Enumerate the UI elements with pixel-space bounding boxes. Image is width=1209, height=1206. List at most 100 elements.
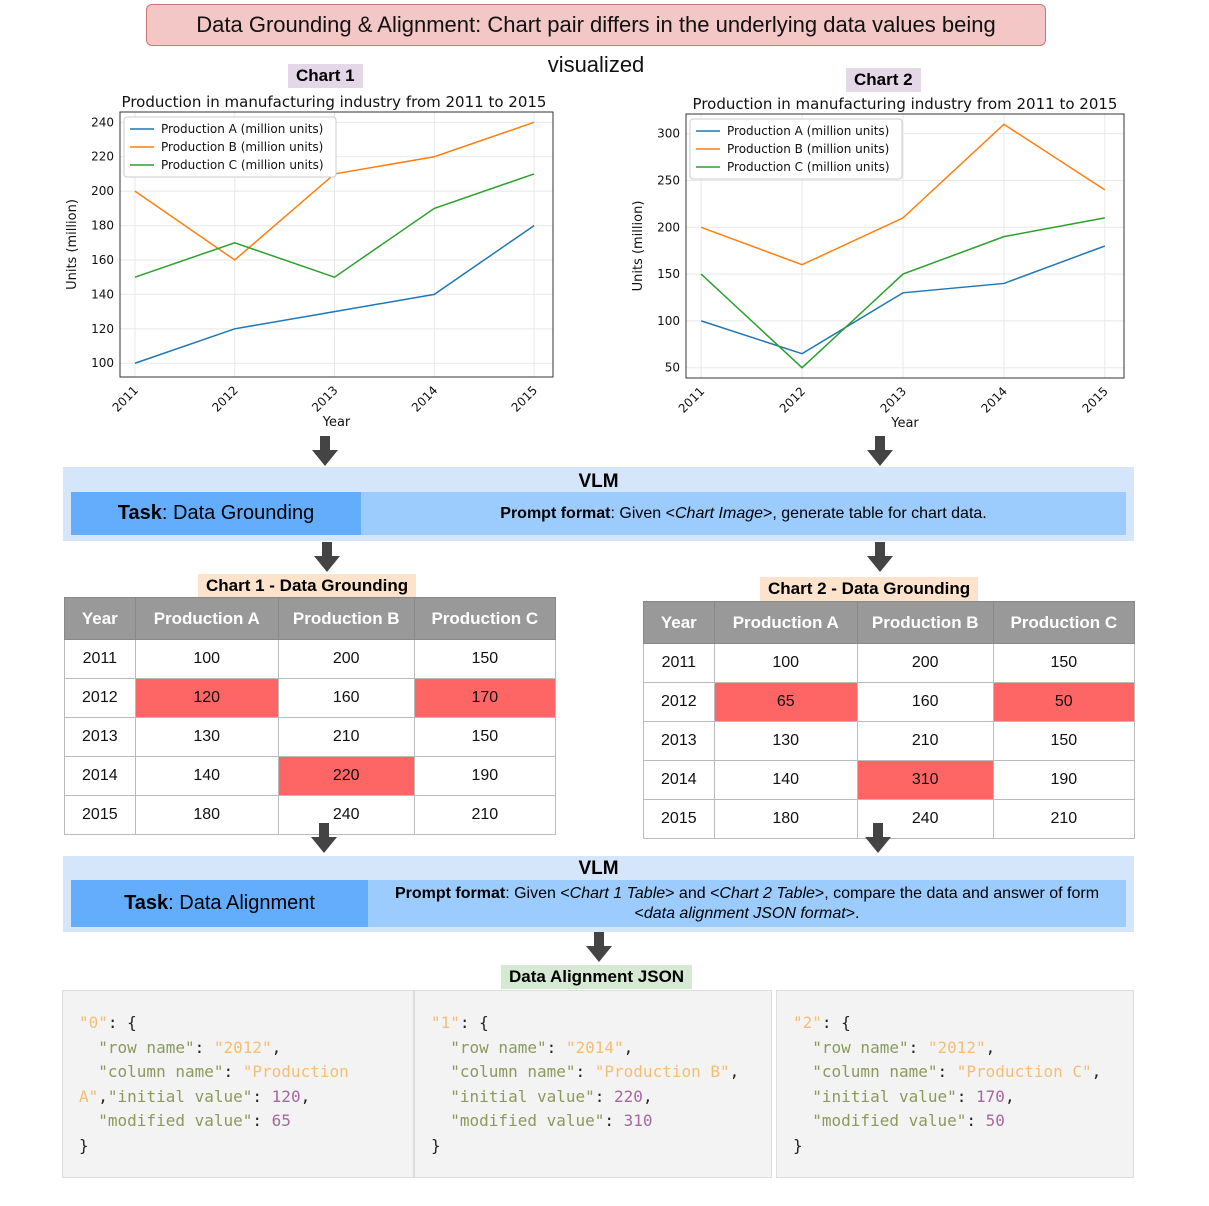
table-cell: 240 — [277, 795, 415, 835]
x-tick-label: 2015 — [1079, 384, 1110, 415]
column-header: Production B — [277, 597, 415, 640]
table-cell: 2015 — [643, 799, 715, 839]
legend — [123, 116, 337, 178]
json-title: Data Alignment JSON — [501, 965, 693, 989]
table-cell: 190 — [413, 756, 557, 796]
series-line-0 — [134, 224, 535, 364]
table-cell: 150 — [413, 639, 557, 679]
column-header: Year — [643, 601, 715, 644]
x-tick-label: 2011 — [110, 383, 141, 414]
series-line-0 — [700, 245, 1106, 355]
table-cell: 160 — [856, 682, 994, 722]
table-cell: 160 — [277, 678, 415, 718]
x-tick-label: 2015 — [509, 383, 540, 414]
table-cell: 210 — [413, 795, 557, 835]
highlighted-cell: 170 — [413, 678, 557, 718]
chart-title: Production in manufacturing industry fro… — [693, 95, 1118, 113]
table-cell: 210 — [992, 799, 1136, 839]
vlm-grounding-panel: VLM Task: Data Grounding Prompt format: … — [63, 467, 1134, 541]
table-cell: 130 — [134, 717, 279, 757]
chart-1-label: Chart 1 — [288, 64, 363, 88]
plot-frame — [685, 113, 1125, 379]
table-cell: 2011 — [64, 639, 136, 679]
x-axis-label: Year — [890, 416, 919, 431]
x-tick-label: 2014 — [979, 384, 1010, 415]
table-cell: 2014 — [64, 756, 136, 796]
legend-entry: Production C (million units) — [727, 160, 890, 174]
table-cell: 140 — [134, 756, 279, 796]
legend-entry: Production A (million units) — [727, 124, 889, 138]
highlighted-cell: 120 — [134, 678, 279, 718]
table-row: 2013 130 210 150 — [643, 721, 1136, 761]
legend-entry: Production C (million units) — [161, 158, 324, 172]
y-axis-label: Units (million) — [65, 199, 80, 290]
legend-entry: Production A (million units) — [161, 122, 323, 136]
json-block-0: "0": { "row name": "2012", "column name"… — [62, 990, 414, 1178]
legend-entry: Production B (million units) — [161, 140, 323, 154]
series-line-1 — [700, 123, 1106, 266]
table-chart-1: Year Production A Production B Production C… — [64, 597, 557, 835]
column-header: Production B — [856, 601, 994, 644]
y-tick-label: 300 — [657, 127, 680, 141]
chart-title: Production in manufacturing industry fro… — [122, 93, 547, 111]
column-header: Production A — [134, 597, 279, 640]
table-cell: 2012 — [64, 678, 136, 718]
y-tick-label: 200 — [657, 220, 680, 234]
table-cell: 130 — [713, 721, 858, 761]
charts: Production in manufacturing industry fro… — [65, 93, 1125, 431]
table-row: 2011 100 200 150 — [64, 639, 557, 679]
column-header: Production C — [992, 601, 1136, 644]
y-tick-label: 200 — [91, 184, 114, 198]
table-row: 2012 65 160 50 — [643, 682, 1136, 722]
task-label: Task — [117, 502, 162, 524]
y-tick-label: 220 — [91, 150, 114, 164]
table-row: 2012 120 160 170 — [64, 678, 557, 718]
table-cell: 150 — [413, 717, 557, 757]
table-row: 2015 180 240 210 — [64, 795, 557, 835]
table-cell: 2012 — [643, 682, 715, 722]
table-cell: 2013 — [643, 721, 715, 761]
table-cell: 150 — [992, 721, 1136, 761]
table-cell: 210 — [856, 721, 994, 761]
json-block-1: "1": { "row name": "2014", "column name"… — [414, 990, 772, 1178]
table-row: 2015 180 240 210 — [643, 799, 1136, 839]
y-tick-label: 120 — [91, 322, 114, 336]
y-tick-label: 150 — [657, 267, 680, 281]
vlm-title: VLM — [578, 471, 619, 492]
column-header: Production A — [713, 601, 858, 644]
y-axis-label: Units (million) — [631, 201, 646, 292]
table-row: 2013 130 210 150 — [64, 717, 557, 757]
arrow-icon — [586, 932, 612, 964]
y-tick-label: 50 — [665, 361, 680, 375]
table-cell: 190 — [992, 760, 1136, 800]
prompt-grounding: Prompt format: Given <Chart Image>, gene… — [361, 492, 1126, 535]
y-tick-label: 140 — [91, 287, 114, 301]
x-tick-label: 2013 — [309, 383, 340, 414]
table-cell: 180 — [134, 795, 279, 835]
table-1-title: Chart 1 - Data Grounding — [198, 574, 417, 598]
x-tick-label: 2012 — [777, 384, 808, 415]
y-tick-label: 240 — [91, 115, 114, 129]
table-2-title: Chart 2 - Data Grounding — [760, 577, 979, 601]
table-cell: 2014 — [643, 760, 715, 800]
y-tick-label: 100 — [91, 356, 114, 370]
y-tick-label: 160 — [91, 253, 114, 267]
table-header-row: Year Production A Production B Production C — [64, 597, 557, 640]
task-alignment: Task: Data Alignment — [71, 880, 368, 927]
x-axis-label: Year — [322, 415, 351, 430]
table-cell: 200 — [277, 639, 415, 679]
highlighted-cell: 310 — [856, 760, 994, 800]
prompt-alignment: Prompt format: Given <Chart 1 Table> and… — [368, 880, 1126, 927]
arrow-icon — [314, 542, 340, 574]
table-chart-2: Year Production A Production B Production C… — [643, 601, 1136, 839]
y-tick-label: 250 — [657, 173, 680, 187]
table-cell: 150 — [992, 643, 1136, 683]
table-cell: 200 — [856, 643, 994, 683]
series-line-2 — [134, 173, 535, 279]
legend-entry: Production B (million units) — [727, 142, 889, 156]
column-header: Production C — [413, 597, 557, 640]
table-cell: 140 — [713, 760, 858, 800]
plot-frame — [119, 111, 554, 378]
task-grounding: Task: Data Grounding — [71, 492, 361, 535]
x-tick-label: 2013 — [878, 384, 909, 415]
